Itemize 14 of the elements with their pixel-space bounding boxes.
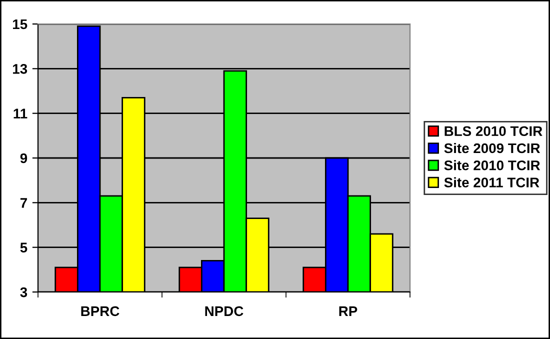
y-tick-label: 15: [13, 19, 28, 30]
legend-label: Site 2010 TCIR: [444, 160, 540, 170]
y-tick-label: 7: [20, 198, 27, 208]
y-tick-label: 11: [14, 108, 28, 118]
x-tick-label: NPDC: [205, 306, 244, 316]
y-tick-label: 13: [13, 64, 28, 74]
y-tick-label: 9: [20, 153, 28, 164]
x-tick-label: BPRC: [81, 306, 120, 316]
legend-label: Site 2009 TCIR: [444, 142, 540, 154]
y-tick-label: 3: [20, 287, 28, 298]
x-tick-label: RP: [339, 306, 358, 316]
legend-label: Site 2011 TCIR: [444, 177, 540, 188]
y-tick-label: 5: [20, 242, 28, 253]
legend-label: BLS 2010 TCIR: [444, 126, 542, 136]
